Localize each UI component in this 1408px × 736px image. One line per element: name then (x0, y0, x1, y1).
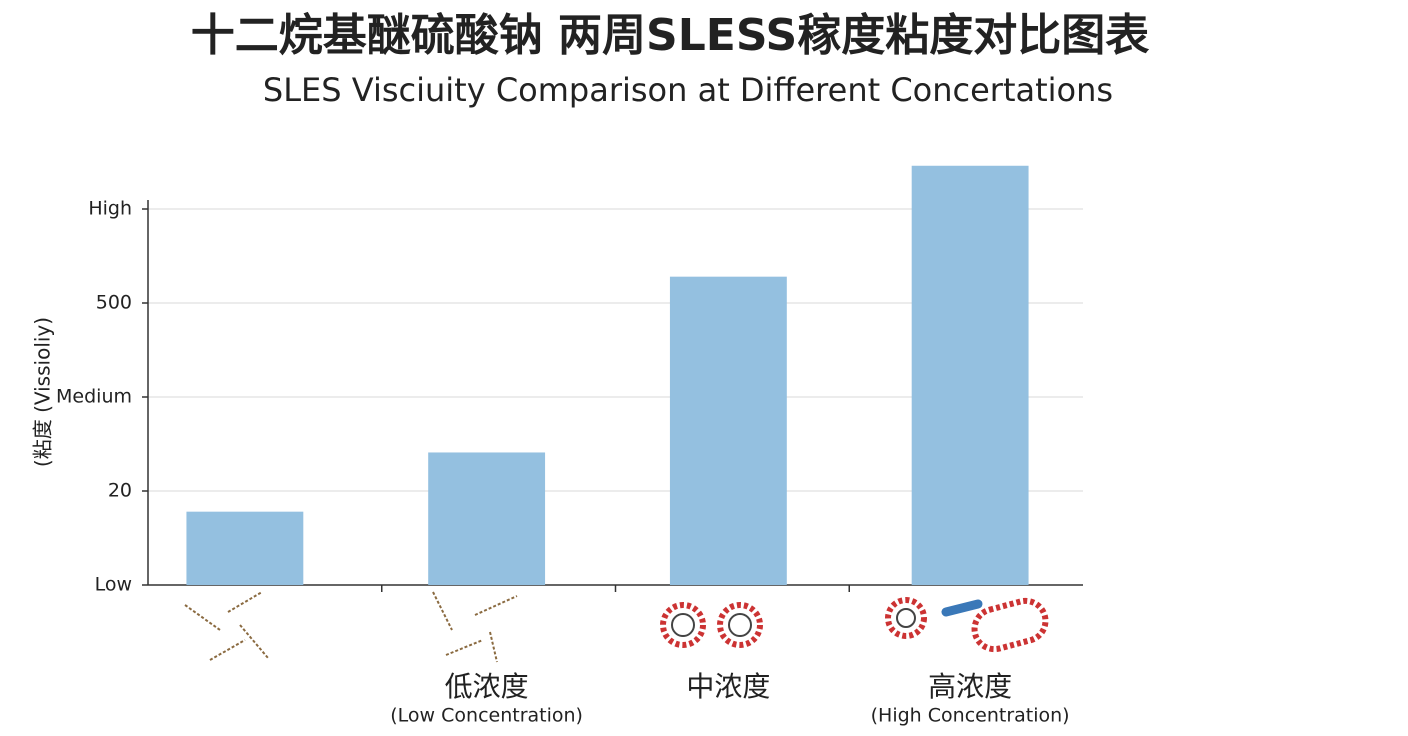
x-tick-label: 高浓度 (928, 670, 1012, 703)
molecule-icons (184, 591, 1049, 663)
y-tick-label: 500 (96, 292, 132, 314)
chart-subtitle: SLES Visciuity Comparison at Different C… (263, 71, 1113, 109)
x-tick-sublabel: (High Concentration) (871, 705, 1070, 727)
y-tick-label: Medium (56, 386, 132, 408)
y-axis-label: (粘度 (Vissioliy) (31, 317, 55, 467)
bar (911, 165, 1029, 585)
y-tick-label: 20 (108, 480, 132, 502)
x-tick-sublabel: (Low Concentration) (390, 705, 583, 727)
x-tick-label: 中浓度 (686, 670, 770, 703)
chart-title: 十二烷基醚硫酸钠 两周SLESS稼度粘度对比图表 (191, 10, 1150, 61)
bar (186, 511, 304, 585)
bar (669, 276, 787, 585)
x-tick-label: 低浓度 (445, 670, 529, 703)
bar (428, 452, 546, 585)
y-tick-label: High (88, 198, 132, 220)
y-tick-label: Low (95, 574, 132, 596)
